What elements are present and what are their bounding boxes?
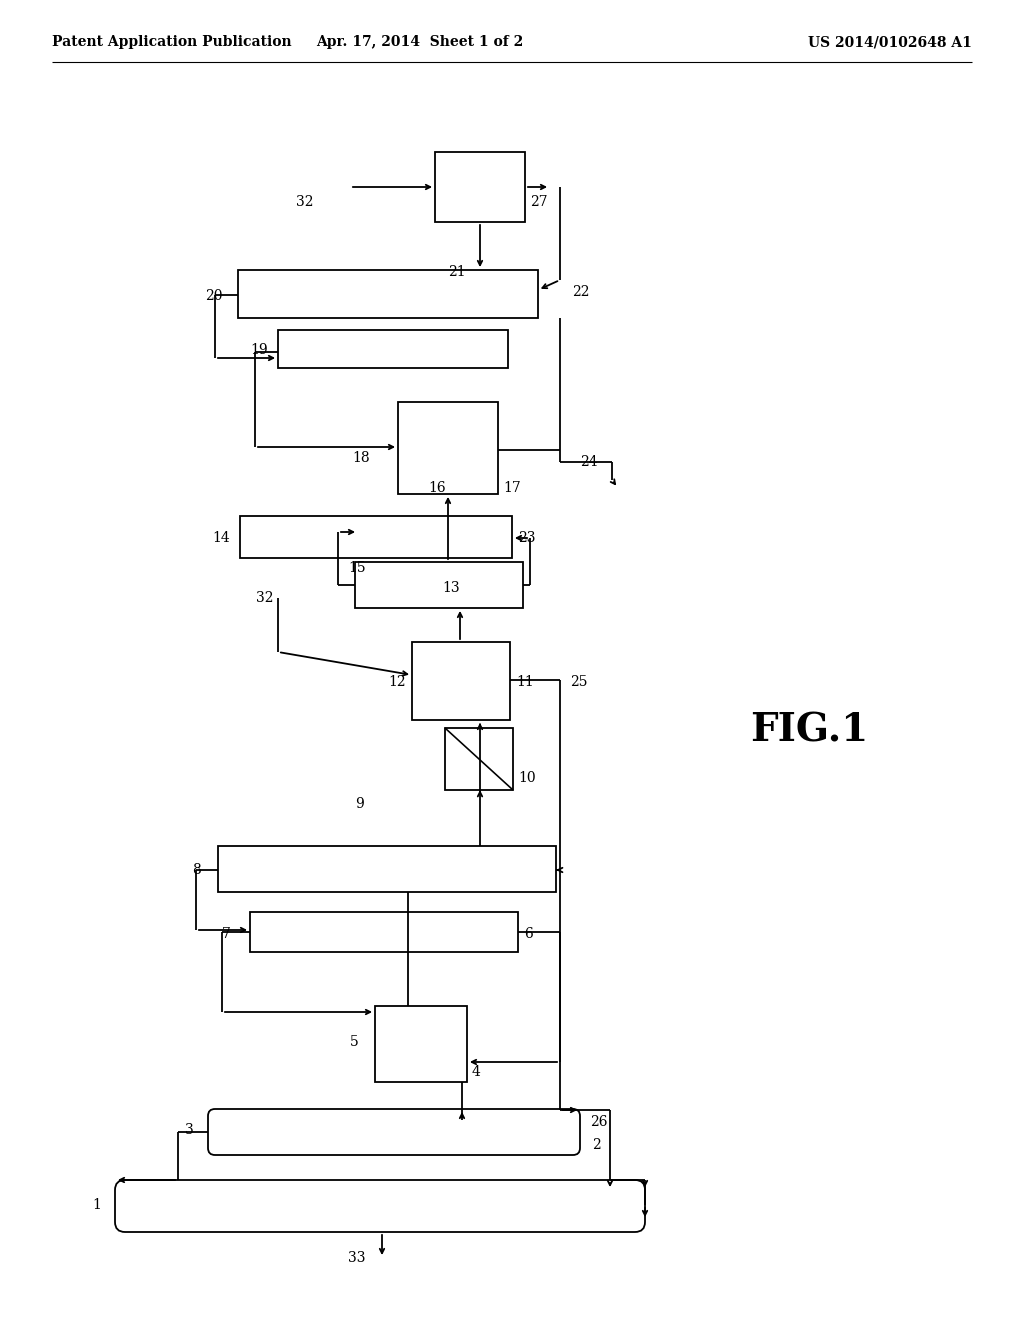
Text: 14: 14 <box>212 531 229 545</box>
Text: Apr. 17, 2014  Sheet 1 of 2: Apr. 17, 2014 Sheet 1 of 2 <box>316 36 523 49</box>
Text: 4: 4 <box>472 1065 481 1078</box>
FancyBboxPatch shape <box>115 1180 645 1232</box>
Text: 19: 19 <box>250 343 267 356</box>
Text: 16: 16 <box>428 480 445 495</box>
Text: 17: 17 <box>503 480 521 495</box>
Text: 23: 23 <box>518 531 536 545</box>
Text: 12: 12 <box>388 675 406 689</box>
Text: 7: 7 <box>222 927 230 941</box>
Text: 25: 25 <box>570 675 588 689</box>
Bar <box>398 403 498 494</box>
FancyBboxPatch shape <box>208 1109 580 1155</box>
Text: 11: 11 <box>516 675 534 689</box>
Text: 15: 15 <box>348 561 366 576</box>
Text: 2: 2 <box>592 1138 601 1152</box>
Text: FIG.1: FIG.1 <box>750 711 868 748</box>
Text: 10: 10 <box>518 771 536 785</box>
Text: 9: 9 <box>355 797 364 810</box>
Text: 13: 13 <box>442 581 460 595</box>
Bar <box>250 912 518 952</box>
Text: 18: 18 <box>352 451 370 465</box>
Bar <box>445 729 513 789</box>
Bar <box>278 330 508 368</box>
Bar <box>238 271 538 318</box>
Text: 26: 26 <box>590 1115 607 1129</box>
Bar <box>355 562 523 609</box>
Text: 5: 5 <box>350 1035 358 1049</box>
Text: 6: 6 <box>524 927 532 941</box>
Text: 20: 20 <box>205 289 222 304</box>
Bar <box>218 846 556 892</box>
Text: 27: 27 <box>530 195 548 209</box>
Text: 24: 24 <box>580 455 598 469</box>
Bar <box>435 152 525 222</box>
Text: 32: 32 <box>296 195 313 209</box>
Text: US 2014/0102648 A1: US 2014/0102648 A1 <box>808 36 972 49</box>
Text: 33: 33 <box>348 1251 366 1265</box>
Text: Patent Application Publication: Patent Application Publication <box>52 36 292 49</box>
Bar <box>375 1006 467 1082</box>
Text: 22: 22 <box>572 285 590 300</box>
Text: 1: 1 <box>92 1199 101 1212</box>
Bar <box>412 642 510 719</box>
Text: 21: 21 <box>449 265 466 279</box>
Text: 32: 32 <box>256 591 273 605</box>
Text: 8: 8 <box>193 863 201 876</box>
Bar <box>240 516 512 558</box>
Text: 3: 3 <box>185 1123 194 1137</box>
